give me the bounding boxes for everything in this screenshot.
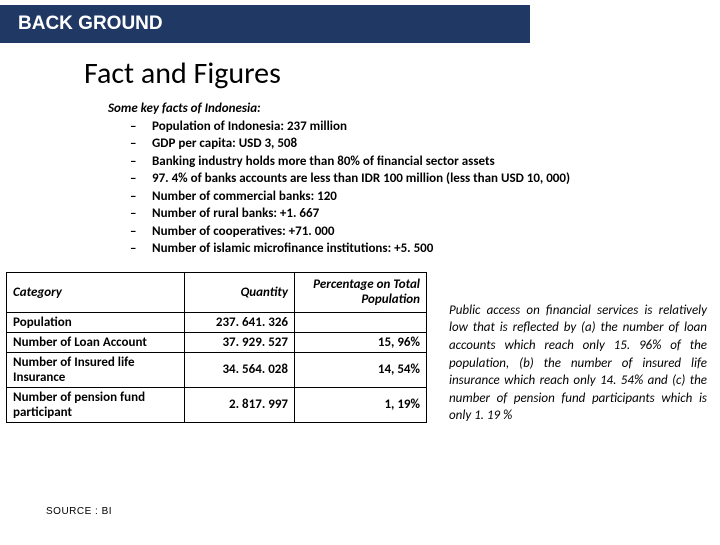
- data-table: Category Quantity Percentage on Total Po…: [6, 272, 427, 423]
- cell-quantity: 34. 564. 028: [185, 352, 295, 387]
- cell-percentage: [295, 312, 427, 332]
- table-header-row: Category Quantity Percentage on Total Po…: [7, 272, 427, 312]
- cell-quantity: 37. 929. 527: [185, 332, 295, 352]
- cell-percentage: 14, 54%: [295, 352, 427, 387]
- fact-item: Number of commercial banks: 120: [152, 188, 720, 206]
- cell-category: Number of Insured life Insurance: [7, 352, 185, 387]
- cell-category: Number of pension fund participant: [7, 387, 185, 422]
- cell-percentage: 15, 96%: [295, 332, 427, 352]
- cell-percentage: 1, 19%: [295, 387, 427, 422]
- fact-item: Population of Indonesia: 237 million: [152, 118, 720, 136]
- fact-item: GDP per capita: USD 3, 508: [152, 135, 720, 153]
- page-title: Fact and Figures: [84, 55, 720, 92]
- th-quantity: Quantity: [185, 272, 295, 312]
- cell-quantity: 237. 641. 326: [185, 312, 295, 332]
- th-category: Category: [7, 272, 185, 312]
- lower-section: Category Quantity Percentage on Total Po…: [0, 272, 720, 425]
- fact-item: Number of cooperatives: +71. 000: [152, 223, 720, 241]
- fact-item: Number of rural banks: +1. 667: [152, 205, 720, 223]
- facts-intro: Some key facts of Indonesia:: [108, 100, 720, 118]
- table-row: Population 237. 641. 326: [7, 312, 427, 332]
- cell-category: Number of Loan Account: [7, 332, 185, 352]
- fact-item: 97. 4% of banks accounts are less than I…: [152, 170, 720, 188]
- source-label: SOURCE : BI: [46, 506, 112, 517]
- cell-category: Population: [7, 312, 185, 332]
- th-percentage: Percentage on Total Population: [295, 272, 427, 312]
- header-title: BACK GROUND: [18, 13, 163, 34]
- commentary-paragraph: Public access on financial services is r…: [449, 272, 707, 425]
- header-bar: BACK GROUND: [0, 5, 530, 43]
- table-row: Number of pension fund participant 2. 81…: [7, 387, 427, 422]
- fact-item: Number of islamic microfinance instituti…: [152, 240, 720, 258]
- cell-quantity: 2. 817. 997: [185, 387, 295, 422]
- table-row: Number of Insured life Insurance 34. 564…: [7, 352, 427, 387]
- table-row: Number of Loan Account 37. 929. 527 15, …: [7, 332, 427, 352]
- data-table-wrap: Category Quantity Percentage on Total Po…: [6, 272, 427, 423]
- fact-item: Banking industry holds more than 80% of …: [152, 153, 720, 171]
- facts-block: Some key facts of Indonesia: Population …: [108, 100, 720, 258]
